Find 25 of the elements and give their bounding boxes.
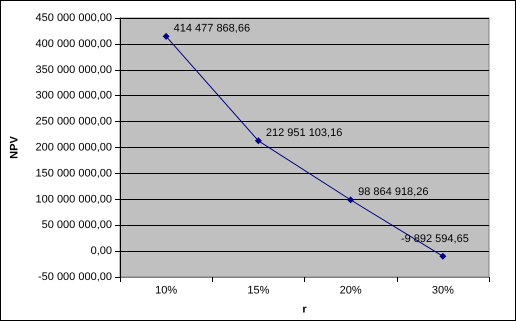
point bbox=[254, 137, 262, 144]
y-tick-label: 450 000 000,00 bbox=[36, 12, 112, 24]
data-label: -9 892 594,65 bbox=[400, 233, 469, 246]
y-axis-title: NPV bbox=[8, 136, 20, 159]
x-tick-label: 15% bbox=[247, 284, 270, 296]
data-label: 212 951 103,16 bbox=[266, 126, 342, 139]
y-tick-label: 50 000 000,00 bbox=[42, 219, 112, 232]
data-label: 98 864 918,26 bbox=[358, 186, 428, 198]
point bbox=[439, 252, 446, 260]
y-tick-label: 250 000 000,00 bbox=[36, 116, 112, 128]
y-tick-label: 300 000 000,00 bbox=[36, 90, 112, 102]
y-tick-label: 100 000 000,00 bbox=[36, 193, 112, 206]
y-tick-label: 400 000 000,00 bbox=[36, 38, 112, 50]
x-tick-label: 30% bbox=[432, 284, 454, 296]
y-tick-label: -50 000 000,00 bbox=[38, 271, 112, 283]
point bbox=[162, 32, 170, 40]
data-label: 414 477 868,66 bbox=[174, 22, 250, 34]
y-tick-label: 0,00 bbox=[90, 245, 112, 258]
y-tick-label: 150 000 000,00 bbox=[36, 167, 112, 180]
y-tick-label: 200 000 000,00 bbox=[36, 142, 112, 154]
x-tick-label: 10% bbox=[155, 284, 178, 296]
x-axis-title: r bbox=[302, 304, 308, 316]
point bbox=[347, 196, 354, 204]
x-tick-label: 20% bbox=[340, 284, 362, 296]
y-tick-label: 350 000 000,00 bbox=[36, 64, 112, 76]
